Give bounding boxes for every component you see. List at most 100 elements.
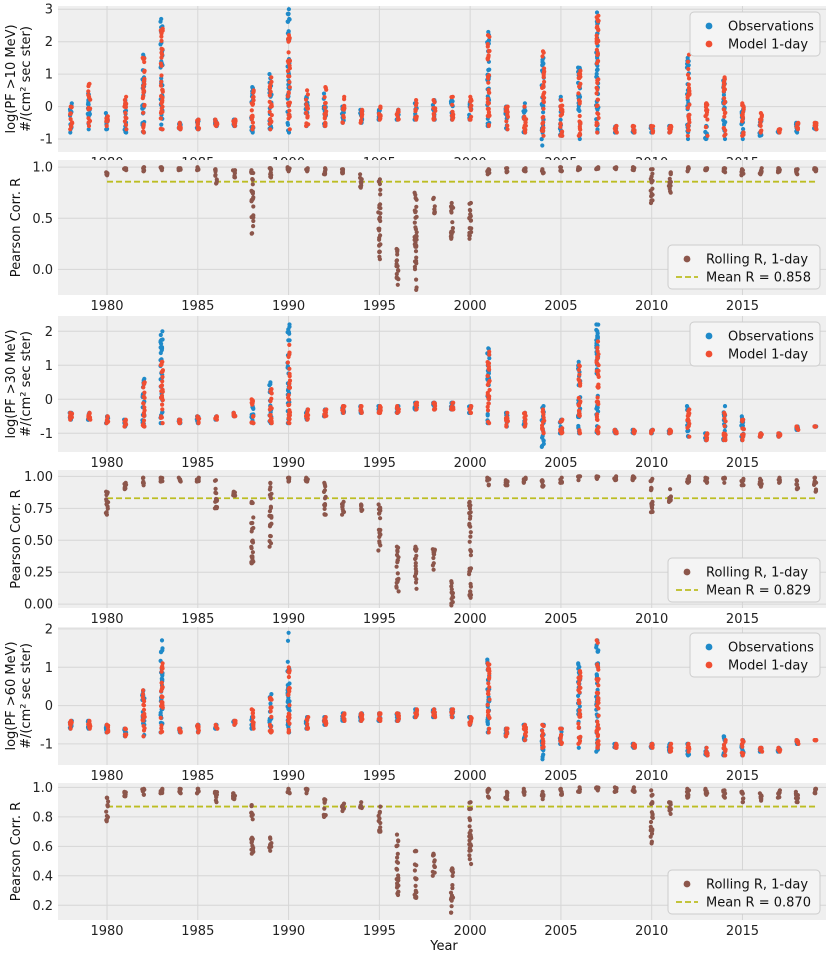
data-point (124, 127, 129, 132)
data-point (685, 417, 691, 422)
data-point (505, 112, 510, 117)
data-point (450, 102, 455, 107)
data-point (303, 786, 308, 792)
data-point (577, 84, 582, 89)
data-point (596, 115, 601, 121)
data-point (214, 179, 219, 184)
data-point (812, 790, 817, 796)
data-point (251, 224, 256, 229)
data-point (105, 803, 110, 808)
data-point (522, 129, 527, 134)
data-point (430, 563, 435, 568)
data-point (722, 136, 728, 142)
data-point (614, 743, 619, 748)
data-point (740, 136, 745, 142)
data-point (431, 113, 437, 118)
data-point (577, 664, 582, 670)
data-point (324, 109, 329, 114)
y-tick-label: 1 (45, 661, 53, 676)
x-tick-label: 1990 (272, 612, 305, 627)
x-tick-label: 1980 (90, 299, 123, 314)
data-point (487, 387, 492, 393)
data-point (196, 126, 201, 131)
data-point (523, 423, 528, 429)
data-point (395, 883, 400, 888)
data-point (305, 92, 310, 97)
data-point (467, 857, 472, 862)
data-point (541, 723, 546, 728)
data-point (704, 437, 709, 443)
data-point (722, 412, 728, 417)
data-point (413, 890, 418, 895)
data-point (251, 195, 256, 200)
data-point (576, 721, 581, 726)
data-point (558, 429, 563, 434)
data-point (485, 57, 490, 62)
data-point (160, 28, 165, 33)
data-point (431, 852, 436, 857)
data-point (105, 119, 110, 124)
legend-marker (705, 643, 713, 651)
data-point (269, 406, 274, 411)
data-point (158, 126, 163, 131)
data-point (432, 407, 437, 412)
data-point (196, 726, 201, 731)
data-point (159, 122, 164, 127)
x-tick-label: 2015 (726, 769, 759, 784)
data-point (287, 378, 293, 383)
data-point (286, 420, 291, 425)
data-point (249, 170, 254, 175)
data-point (485, 691, 491, 696)
x-tick-label: 2000 (454, 456, 487, 471)
y-tick-label: 2 (45, 622, 53, 637)
panel-5: 1980 1985 1990 1995 2000 2005 2010 2015-1012log… (4, 622, 826, 784)
data-point (305, 113, 310, 118)
data-point (721, 107, 727, 112)
data-point (268, 104, 273, 109)
data-point (468, 584, 473, 589)
data-point (449, 404, 454, 409)
data-point (267, 509, 272, 514)
data-point (704, 745, 709, 750)
data-point (578, 121, 583, 126)
data-point (395, 264, 400, 269)
data-point (668, 487, 673, 492)
data-point (450, 600, 455, 605)
data-point (376, 818, 381, 824)
data-point (305, 88, 310, 93)
y-tick-label: 0 (45, 100, 53, 115)
data-point (177, 420, 182, 425)
data-point (812, 482, 817, 487)
data-point (813, 738, 818, 743)
data-point (142, 78, 147, 83)
data-point (667, 800, 672, 805)
data-point (739, 750, 744, 755)
data-point (595, 734, 600, 739)
data-point (595, 740, 600, 745)
data-point (467, 201, 472, 206)
data-point (340, 168, 345, 173)
data-point (467, 848, 472, 853)
data-point (249, 521, 254, 526)
data-point (649, 198, 654, 203)
data-point (159, 46, 164, 52)
data-point (195, 416, 201, 421)
data-point (159, 694, 164, 699)
legend-label: Model 1-day (728, 38, 808, 53)
data-point (287, 108, 292, 113)
data-point (158, 83, 164, 88)
x-tick-label: 2015 (726, 924, 759, 939)
y-tick-label: 0.4 (32, 869, 53, 884)
data-point (105, 725, 111, 730)
data-point (268, 836, 273, 842)
data-point (250, 540, 256, 545)
data-point (468, 218, 473, 223)
data-point (432, 864, 437, 870)
data-point (141, 129, 146, 134)
data-point (214, 792, 219, 797)
data-point (486, 80, 491, 85)
data-point (195, 166, 200, 171)
data-point (359, 177, 364, 182)
data-point (596, 58, 601, 64)
x-tick-label: 1980 (90, 456, 123, 471)
